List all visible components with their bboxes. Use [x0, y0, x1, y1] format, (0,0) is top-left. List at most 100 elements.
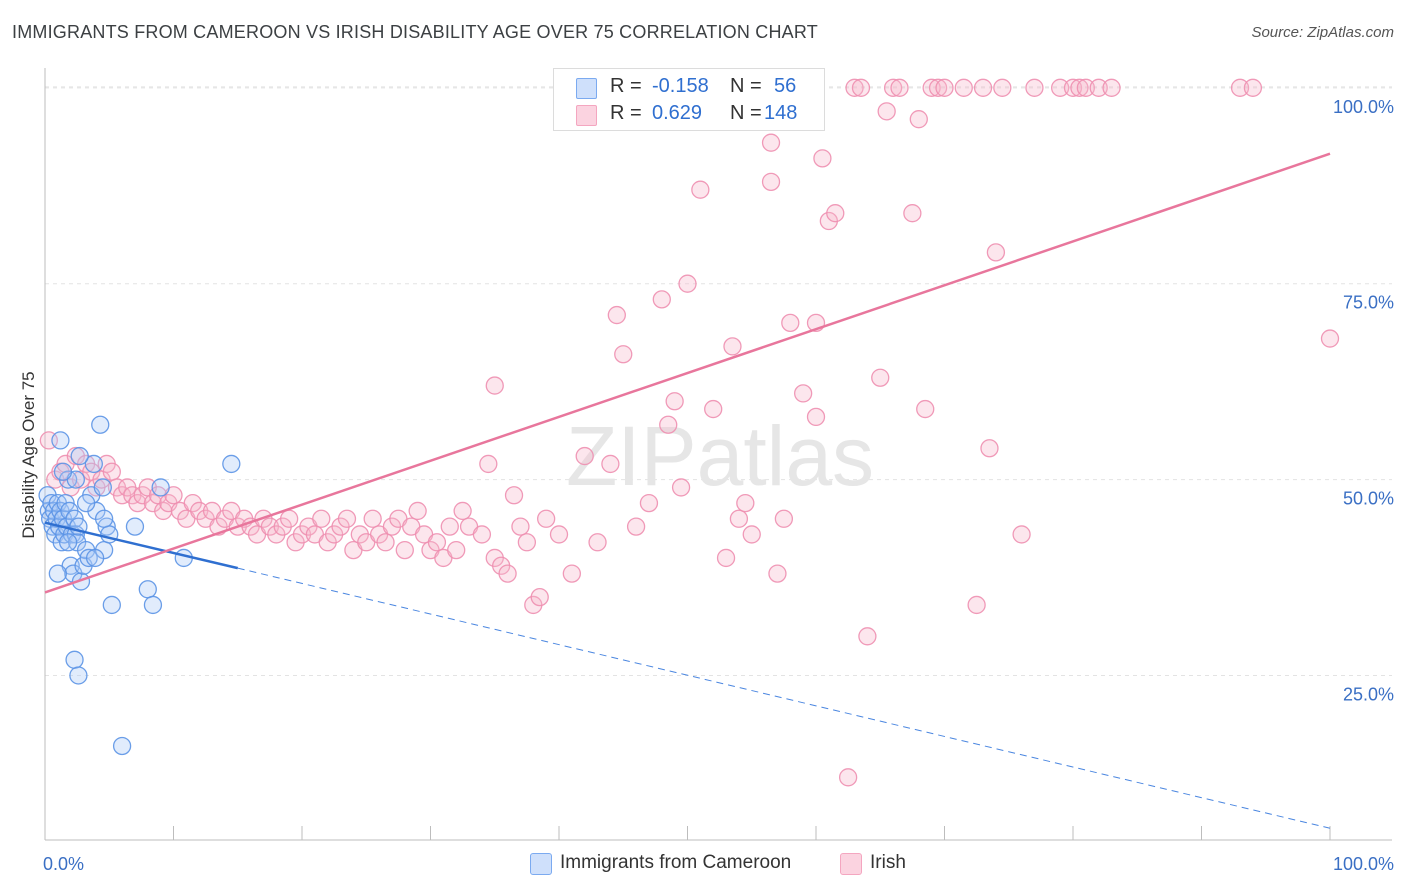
- irish-point: [768, 564, 787, 583]
- legend-swatch-irish: [576, 105, 597, 126]
- y-tick-label: 100.0%: [1333, 97, 1394, 117]
- bottom-legend-label-cameroon: Immigrants from Cameroon: [560, 852, 792, 873]
- irish-point: [871, 368, 890, 387]
- irish-point: [1025, 78, 1044, 97]
- legend-row-cameroon: R = -0.158 N = 56: [576, 75, 816, 101]
- legend-row-irish: R = 0.629 N = 148: [576, 102, 816, 128]
- irish-point: [922, 78, 941, 97]
- irish-point: [312, 509, 331, 528]
- irish-trend-line: [44, 152, 1331, 594]
- stats-legend: R = -0.158 N = 56 R = 0.629 N = 148: [553, 68, 825, 131]
- y-axis-label: Disability Age Over 75: [19, 371, 38, 538]
- irish-point: [993, 78, 1012, 97]
- cameroon-point: [76, 493, 96, 513]
- irish-point: [408, 501, 427, 521]
- bottom-legend-cameroon: Immigrants from Cameroon: [530, 852, 820, 878]
- irish-point: [858, 627, 877, 646]
- irish-point: [549, 525, 569, 544]
- irish-point: [363, 509, 382, 528]
- legend-n-label: N =: [730, 102, 762, 124]
- cameroon-point: [51, 431, 70, 450]
- irish-point: [813, 149, 832, 168]
- irish-point: [440, 517, 459, 536]
- cameroon-point: [151, 478, 170, 497]
- cameroon-point: [85, 548, 105, 568]
- irish-point: [794, 384, 813, 403]
- irish-point: [102, 462, 121, 481]
- irish-point: [671, 478, 691, 497]
- irish-point: [575, 446, 594, 466]
- irish-point: [716, 548, 736, 568]
- irish-point: [845, 78, 864, 97]
- irish-point: [1243, 78, 1263, 97]
- irish-point: [851, 78, 871, 97]
- cameroon-point: [125, 517, 145, 536]
- chart-title: IMMIGRANTS FROM CAMEROON VS IRISH DISABI…: [12, 22, 818, 42]
- cameroon-point: [93, 478, 112, 497]
- cameroon-trend-extension: [237, 567, 1331, 829]
- irish-point: [562, 564, 581, 583]
- irish-point: [742, 525, 761, 544]
- cameroon-trend-line: [44, 521, 239, 570]
- chart-source: Source: ZipAtlas.com: [1251, 24, 1394, 41]
- irish-point: [1076, 78, 1095, 97]
- trend-lines: [44, 152, 1331, 829]
- y-tick-label: 50.0%: [1343, 489, 1394, 509]
- gridlines: [45, 86, 1392, 676]
- irish-point: [877, 102, 896, 121]
- watermark: ZIPatlas: [566, 409, 874, 503]
- irish-point: [659, 415, 678, 434]
- irish-point: [485, 376, 504, 395]
- irish-point: [967, 595, 986, 615]
- irish-point: [774, 509, 794, 528]
- irish-point: [729, 509, 749, 528]
- irish-point: [826, 204, 845, 223]
- irish-point: [678, 274, 697, 293]
- series-irish: [39, 78, 1340, 787]
- irish-point: [736, 493, 755, 513]
- irish-point: [639, 493, 659, 513]
- irish-point: [723, 337, 742, 356]
- irish-point: [537, 509, 556, 528]
- legend-n-value: 148: [764, 102, 798, 124]
- irish-point: [279, 509, 299, 528]
- irish-point: [935, 78, 954, 97]
- irish-point: [909, 110, 928, 129]
- irish-point: [883, 78, 903, 97]
- irish-point: [928, 78, 948, 97]
- irish-point: [761, 133, 781, 152]
- irish-point: [395, 540, 414, 560]
- irish-point: [954, 78, 973, 97]
- y-tick-label: 25.0%: [1343, 684, 1394, 704]
- irish-point: [517, 533, 537, 552]
- irish-point: [453, 501, 472, 521]
- irish-point: [1320, 329, 1340, 348]
- cameroon-point: [102, 595, 121, 615]
- legend-n-value: 56: [774, 75, 797, 97]
- cameroon-point: [84, 454, 103, 474]
- cameroon-point: [70, 446, 89, 466]
- legend-r-label: R =: [610, 102, 642, 124]
- irish-point: [1102, 78, 1121, 97]
- cameroon-point: [48, 564, 67, 583]
- irish-point: [980, 439, 999, 458]
- cameroon-point: [143, 595, 163, 615]
- irish-point: [1070, 78, 1089, 97]
- irish-point: [1012, 525, 1031, 544]
- irish-point: [427, 533, 447, 552]
- x-tick-label: 0.0%: [43, 854, 84, 874]
- irish-point: [498, 564, 517, 583]
- irish-point: [601, 454, 620, 474]
- irish-point: [337, 509, 357, 528]
- irish-point: [838, 768, 858, 787]
- irish-point: [652, 290, 671, 309]
- irish-point: [1051, 78, 1070, 97]
- bottom-legend-irish: Irish: [840, 852, 940, 878]
- irish-point: [511, 517, 530, 536]
- irish-point: [607, 305, 626, 325]
- irish-point: [1089, 78, 1108, 97]
- irish-point: [530, 587, 549, 607]
- irish-point: [1230, 78, 1250, 97]
- cameroon-point: [79, 548, 98, 568]
